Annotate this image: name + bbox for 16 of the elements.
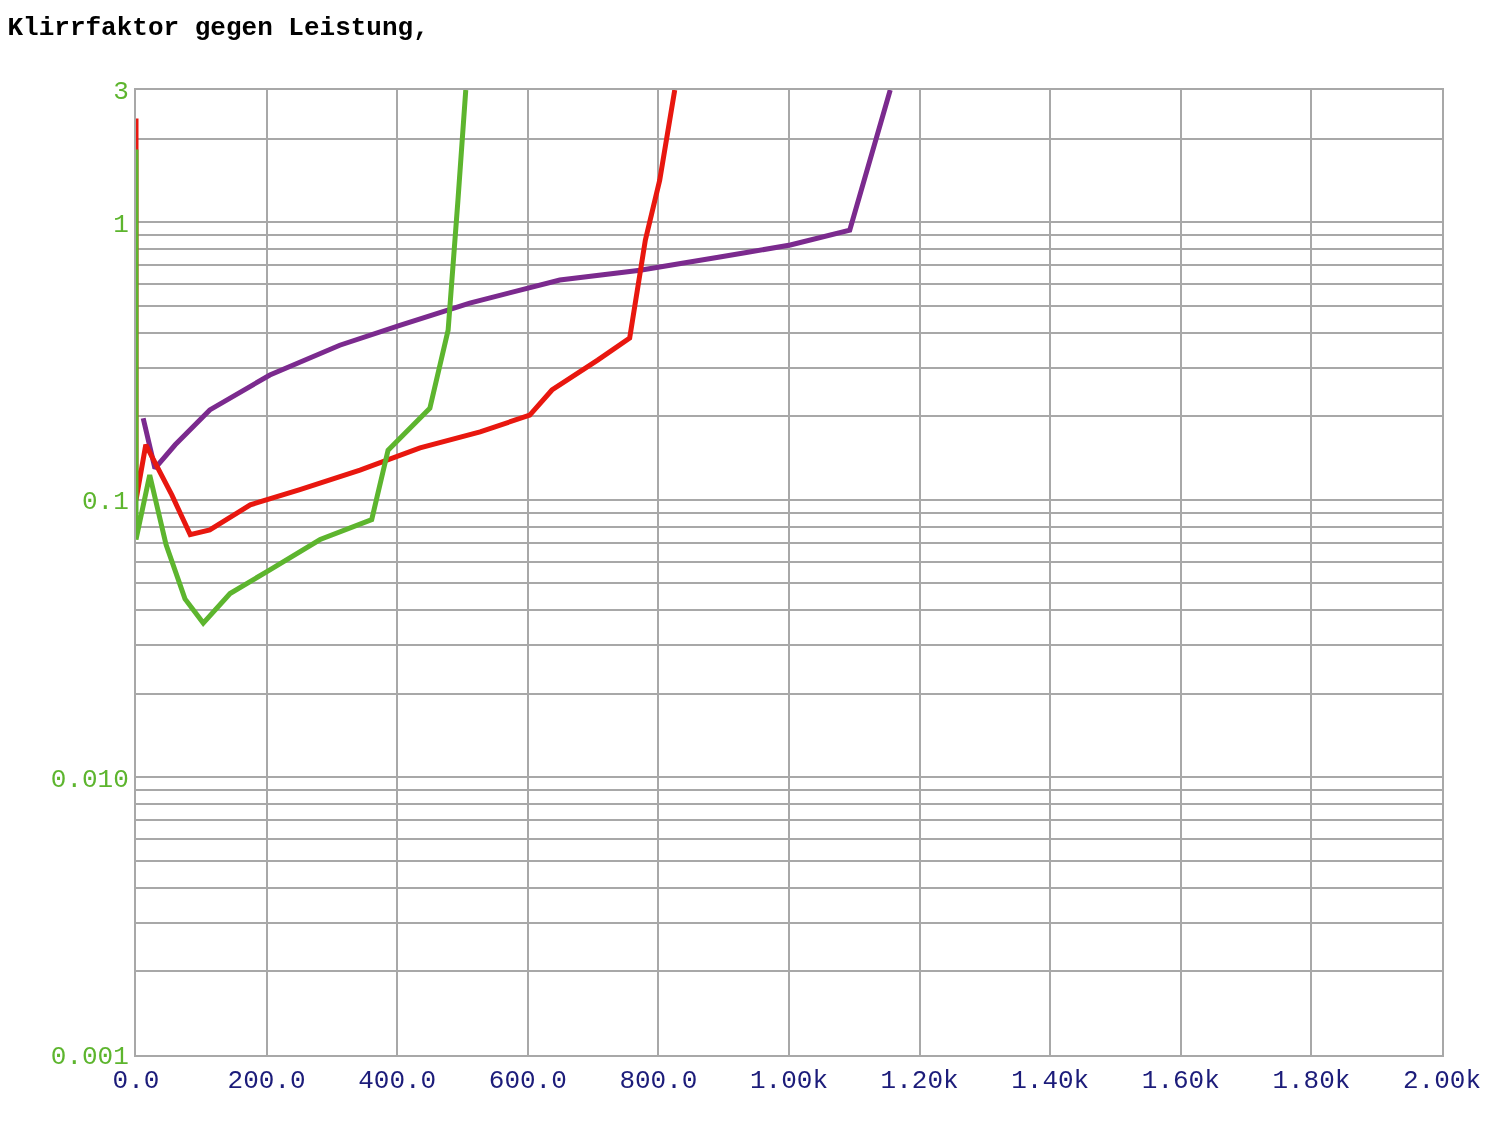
x-tick-label: 400.0 bbox=[358, 1066, 437, 1097]
x-tick-label: 200.0 bbox=[227, 1066, 306, 1097]
y-tick-label: 0.010 bbox=[50, 764, 129, 795]
x-tick-label: 0.0 bbox=[112, 1066, 160, 1097]
x-tick-label: 600.0 bbox=[488, 1066, 567, 1097]
x-tick-label: 1.60k bbox=[1141, 1066, 1220, 1097]
x-tick-label: 800.0 bbox=[619, 1066, 698, 1097]
y-tick-label: 3 bbox=[113, 77, 129, 108]
x-tick-label: 1.40k bbox=[1011, 1066, 1090, 1097]
x-tick-label: 1.80k bbox=[1272, 1066, 1351, 1097]
y-tick-label: 1 bbox=[113, 209, 129, 240]
x-tick-label: 1.20k bbox=[880, 1066, 959, 1097]
x-tick-label: 2.00k bbox=[1402, 1066, 1482, 1097]
chart-title: Klirrfaktor gegen Leistung, bbox=[7, 13, 429, 44]
y-tick-label: 0.1 bbox=[81, 487, 129, 518]
x-tick-label: 1.00k bbox=[749, 1066, 829, 1097]
